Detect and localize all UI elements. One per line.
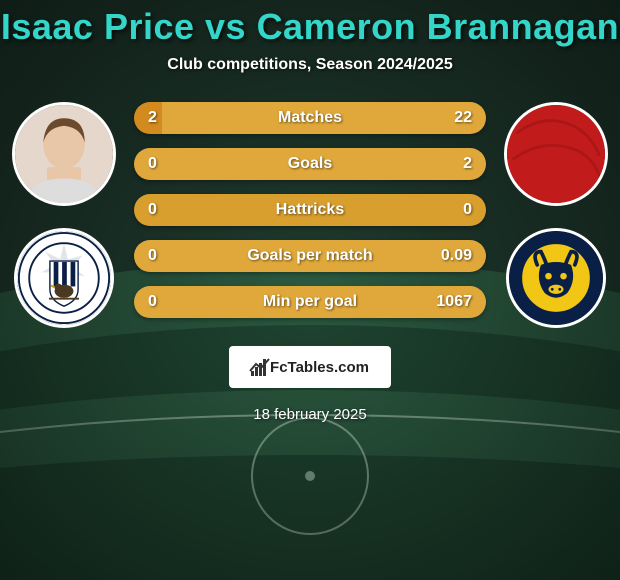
main-row: 2 Matches 22 0 Goals 2 0 Hattricks 0 0 Goals per m…	[0, 102, 620, 332]
stat-bar: 0 Goals per match 0.09	[134, 240, 486, 272]
stat-label: Goals per match	[247, 247, 372, 265]
stat-bar: 0 Goals 2	[134, 148, 486, 180]
stat-bar: 0 Hattricks 0	[134, 194, 486, 226]
right-club-badge	[506, 228, 606, 328]
stat-right-value: 0.09	[441, 247, 472, 265]
stat-label: Goals	[288, 155, 332, 173]
watermark-text: FcTables.com	[270, 359, 369, 376]
stat-left-value: 0	[148, 155, 157, 173]
stat-left-value: 2	[148, 109, 157, 127]
stat-label: Hattricks	[276, 201, 344, 219]
comparison-title: Isaac Price vs Cameron Brannagan	[0, 6, 620, 48]
stat-right-value: 2	[463, 155, 472, 173]
stat-right-value: 1067	[436, 293, 472, 311]
stat-label: Min per goal	[263, 293, 357, 311]
stat-left-value: 0	[148, 247, 157, 265]
left-column	[8, 102, 120, 328]
stat-left-value: 0	[148, 293, 157, 311]
watermark: FcTables.com	[229, 346, 391, 388]
left-club-badge	[14, 228, 114, 328]
subtitle: Club competitions, Season 2024/2025	[0, 56, 620, 74]
stat-bar: 0 Min per goal 1067	[134, 286, 486, 318]
right-column	[500, 102, 612, 328]
date-text: 18 february 2025	[0, 406, 620, 423]
stat-bars: 2 Matches 22 0 Goals 2 0 Hattricks 0 0 Goals per m…	[120, 102, 500, 332]
stat-right-value: 22	[454, 109, 472, 127]
stat-bar: 2 Matches 22	[134, 102, 486, 134]
stat-right-value: 0	[463, 201, 472, 219]
stat-left-value: 0	[148, 201, 157, 219]
stat-label: Matches	[278, 109, 342, 127]
right-player-photo	[504, 102, 608, 206]
chart-icon	[251, 359, 266, 376]
left-player-photo	[12, 102, 116, 206]
